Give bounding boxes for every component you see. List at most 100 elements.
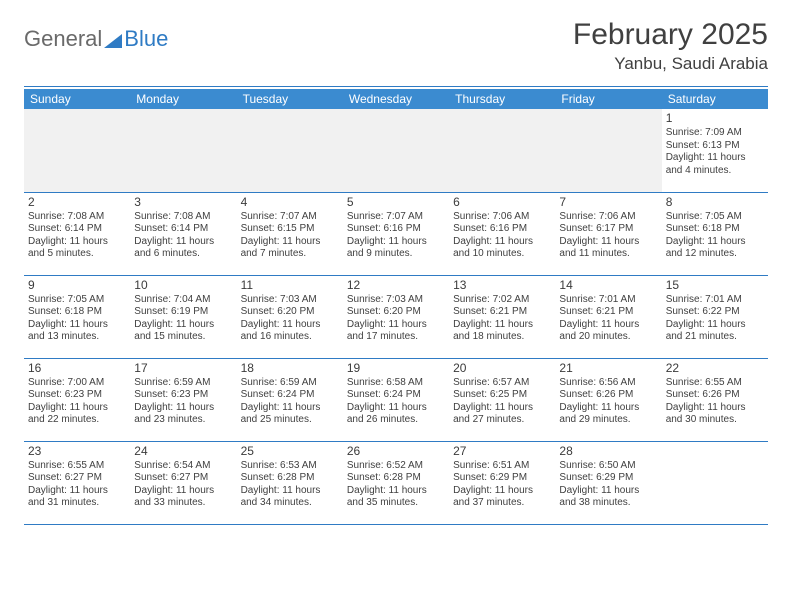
calendar-cell: 16Sunrise: 7:00 AMSunset: 6:23 PMDayligh… <box>24 358 130 441</box>
logo-text-general: General <box>24 26 102 52</box>
sunrise-text: Sunrise: 7:06 AM <box>559 211 657 224</box>
sunrise-text: Sunrise: 6:55 AM <box>666 377 764 390</box>
calendar-cell: 28Sunrise: 6:50 AMSunset: 6:29 PMDayligh… <box>555 441 661 524</box>
sunset-text: Sunset: 6:18 PM <box>28 306 126 319</box>
daylight-text: Daylight: 11 hours and 18 minutes. <box>453 319 551 344</box>
sunrise-text: Sunrise: 7:08 AM <box>134 211 232 224</box>
calendar-week-row: 1Sunrise: 7:09 AMSunset: 6:13 PMDaylight… <box>24 109 768 192</box>
daylight-text: Daylight: 11 hours and 33 minutes. <box>134 485 232 510</box>
sunrise-text: Sunrise: 6:51 AM <box>453 460 551 473</box>
daylight-text: Daylight: 11 hours and 27 minutes. <box>453 402 551 427</box>
sunrise-text: Sunrise: 6:52 AM <box>347 460 445 473</box>
calendar-week-row: 2Sunrise: 7:08 AMSunset: 6:14 PMDaylight… <box>24 192 768 275</box>
sunrise-text: Sunrise: 6:59 AM <box>134 377 232 390</box>
sunset-text: Sunset: 6:29 PM <box>559 472 657 485</box>
sunset-text: Sunset: 6:23 PM <box>134 389 232 402</box>
sunrise-text: Sunrise: 7:09 AM <box>666 127 764 140</box>
day-number: 7 <box>559 195 657 210</box>
calendar-cell <box>24 109 130 192</box>
day-number: 10 <box>134 278 232 293</box>
sunset-text: Sunset: 6:27 PM <box>28 472 126 485</box>
sunrise-text: Sunrise: 7:02 AM <box>453 294 551 307</box>
day-number: 16 <box>28 361 126 376</box>
daylight-text: Daylight: 11 hours and 38 minutes. <box>559 485 657 510</box>
calendar-cell: 14Sunrise: 7:01 AMSunset: 6:21 PMDayligh… <box>555 275 661 358</box>
sunset-text: Sunset: 6:28 PM <box>241 472 339 485</box>
sunrise-text: Sunrise: 6:57 AM <box>453 377 551 390</box>
daylight-text: Daylight: 11 hours and 10 minutes. <box>453 236 551 261</box>
logo-text-blue: Blue <box>124 26 168 52</box>
calendar-cell: 20Sunrise: 6:57 AMSunset: 6:25 PMDayligh… <box>449 358 555 441</box>
calendar-cell: 27Sunrise: 6:51 AMSunset: 6:29 PMDayligh… <box>449 441 555 524</box>
sunrise-text: Sunrise: 7:07 AM <box>241 211 339 224</box>
daylight-text: Daylight: 11 hours and 37 minutes. <box>453 485 551 510</box>
daylight-text: Daylight: 11 hours and 35 minutes. <box>347 485 445 510</box>
calendar-cell: 23Sunrise: 6:55 AMSunset: 6:27 PMDayligh… <box>24 441 130 524</box>
sunrise-text: Sunrise: 7:00 AM <box>28 377 126 390</box>
daylight-text: Daylight: 11 hours and 11 minutes. <box>559 236 657 261</box>
calendar-cell: 24Sunrise: 6:54 AMSunset: 6:27 PMDayligh… <box>130 441 236 524</box>
sunset-text: Sunset: 6:16 PM <box>347 223 445 236</box>
sunrise-text: Sunrise: 7:06 AM <box>453 211 551 224</box>
sunset-text: Sunset: 6:20 PM <box>347 306 445 319</box>
day-number: 26 <box>347 444 445 459</box>
calendar-cell: 1Sunrise: 7:09 AMSunset: 6:13 PMDaylight… <box>662 109 768 192</box>
weekday-header: Monday <box>130 89 236 109</box>
sunset-text: Sunset: 6:19 PM <box>134 306 232 319</box>
day-number: 22 <box>666 361 764 376</box>
sunset-text: Sunset: 6:23 PM <box>28 389 126 402</box>
day-number: 2 <box>28 195 126 210</box>
daylight-text: Daylight: 11 hours and 29 minutes. <box>559 402 657 427</box>
weekday-header-row: Sunday Monday Tuesday Wednesday Thursday… <box>24 89 768 109</box>
sunrise-text: Sunrise: 7:05 AM <box>666 211 764 224</box>
sunrise-text: Sunrise: 6:50 AM <box>559 460 657 473</box>
day-number: 5 <box>347 195 445 210</box>
sunset-text: Sunset: 6:24 PM <box>347 389 445 402</box>
calendar-cell: 7Sunrise: 7:06 AMSunset: 6:17 PMDaylight… <box>555 192 661 275</box>
day-number: 12 <box>347 278 445 293</box>
calendar-cell: 5Sunrise: 7:07 AMSunset: 6:16 PMDaylight… <box>343 192 449 275</box>
daylight-text: Daylight: 11 hours and 23 minutes. <box>134 402 232 427</box>
calendar-cell <box>662 441 768 524</box>
sunrise-text: Sunrise: 7:01 AM <box>666 294 764 307</box>
location: Yanbu, Saudi Arabia <box>573 54 768 74</box>
sunrise-text: Sunrise: 6:54 AM <box>134 460 232 473</box>
calendar-cell <box>449 109 555 192</box>
calendar-cell: 13Sunrise: 7:02 AMSunset: 6:21 PMDayligh… <box>449 275 555 358</box>
sunrise-text: Sunrise: 6:55 AM <box>28 460 126 473</box>
weekday-header: Tuesday <box>237 89 343 109</box>
calendar-cell: 15Sunrise: 7:01 AMSunset: 6:22 PMDayligh… <box>662 275 768 358</box>
day-number: 24 <box>134 444 232 459</box>
sunset-text: Sunset: 6:17 PM <box>559 223 657 236</box>
day-number: 28 <box>559 444 657 459</box>
day-number: 19 <box>347 361 445 376</box>
daylight-text: Daylight: 11 hours and 9 minutes. <box>347 236 445 261</box>
day-number: 1 <box>666 111 764 126</box>
day-number: 6 <box>453 195 551 210</box>
sunrise-text: Sunrise: 7:05 AM <box>28 294 126 307</box>
sunrise-text: Sunrise: 7:04 AM <box>134 294 232 307</box>
day-number: 27 <box>453 444 551 459</box>
sunrise-text: Sunrise: 7:03 AM <box>347 294 445 307</box>
day-number: 15 <box>666 278 764 293</box>
daylight-text: Daylight: 11 hours and 17 minutes. <box>347 319 445 344</box>
daylight-text: Daylight: 11 hours and 20 minutes. <box>559 319 657 344</box>
sunset-text: Sunset: 6:15 PM <box>241 223 339 236</box>
daylight-text: Daylight: 11 hours and 31 minutes. <box>28 485 126 510</box>
day-number: 18 <box>241 361 339 376</box>
sunset-text: Sunset: 6:21 PM <box>559 306 657 319</box>
sunset-text: Sunset: 6:26 PM <box>559 389 657 402</box>
calendar-cell: 4Sunrise: 7:07 AMSunset: 6:15 PMDaylight… <box>237 192 343 275</box>
month-title: February 2025 <box>573 18 768 52</box>
calendar-cell: 2Sunrise: 7:08 AMSunset: 6:14 PMDaylight… <box>24 192 130 275</box>
daylight-text: Daylight: 11 hours and 5 minutes. <box>28 236 126 261</box>
daylight-text: Daylight: 11 hours and 21 minutes. <box>666 319 764 344</box>
day-number: 14 <box>559 278 657 293</box>
daylight-text: Daylight: 11 hours and 7 minutes. <box>241 236 339 261</box>
calendar-cell: 26Sunrise: 6:52 AMSunset: 6:28 PMDayligh… <box>343 441 449 524</box>
daylight-text: Daylight: 11 hours and 34 minutes. <box>241 485 339 510</box>
day-number: 25 <box>241 444 339 459</box>
logo: General Blue <box>24 18 168 52</box>
weekday-header: Thursday <box>449 89 555 109</box>
day-number: 8 <box>666 195 764 210</box>
